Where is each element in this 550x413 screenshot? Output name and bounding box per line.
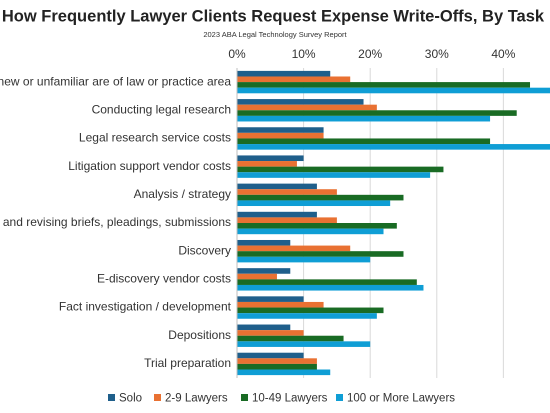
legend-label: Solo [119,393,142,405]
bar [237,76,351,83]
bar [237,70,331,77]
bar [237,110,517,116]
chart-subtitle: 2023 ABA Legal Technology Survey Report [203,30,347,39]
bar [237,324,291,331]
bar [237,144,550,150]
x-tick-label: 20% [358,47,382,61]
bar [237,87,550,94]
x-tick-label: 40% [491,47,515,61]
bar [237,200,391,207]
bar [237,341,371,347]
bar [237,99,364,105]
chart-title: How Frequently Lawyer Clients Request Ex… [2,7,545,25]
bar [237,82,531,88]
bar [237,189,337,195]
y-tick-label: Fact investigation / development [59,300,232,314]
bar [237,256,371,263]
bar [237,251,404,257]
bar [237,217,337,223]
bar [237,352,304,359]
y-tick-label: Trial preparation [144,356,231,370]
bar [237,223,397,229]
y-tick-label: Legal research service costs [79,131,231,145]
bar [237,155,304,162]
bar [237,127,324,133]
legend-swatch [336,394,343,401]
y-tick-label: Discovery [178,243,231,257]
y-tick-label: Analysis / strategy [134,187,231,201]
bar [237,335,344,342]
bar [237,245,351,252]
bar [237,363,317,370]
bar [237,301,324,308]
legend-label: 10-49 Lawyers [252,393,328,405]
bar [237,132,324,139]
bar [237,330,304,336]
bar [237,104,377,111]
bar [237,161,297,167]
y-tick-label: Litigation support vendor costs [68,159,231,173]
bar [237,194,404,201]
legend-swatch [154,394,161,401]
legend-swatch [241,394,248,401]
bar [237,313,377,319]
y-tick-label: Conducting legal research [92,102,231,116]
bar [237,307,384,314]
y-tick-label: Drafting and revising briefs, pleadings,… [0,215,231,229]
legend-label: 100 or More Lawyers [347,393,455,405]
bar [237,183,317,190]
bar [237,172,431,178]
bar [237,268,291,274]
y-tick-label: E-discovery vendor costs [97,272,231,286]
bar [237,239,291,246]
bar [237,228,384,235]
bar [237,115,491,122]
y-tick-label: Getting up to speed on new or unfamiliar… [0,74,231,88]
bar [237,284,424,291]
y-tick-label: Depositions [168,328,231,342]
x-tick-label: 30% [425,47,449,61]
legend-label: 2-9 Lawyers [165,393,228,405]
x-tick-label: 10% [292,47,316,61]
bar [237,279,417,285]
legend-swatch [108,394,115,401]
bar [237,273,277,280]
x-tick-label: 0% [228,47,246,61]
bar [237,296,304,302]
bar [237,358,317,364]
bar [237,166,444,173]
bar [237,211,317,218]
bar [237,369,331,376]
bar [237,138,491,145]
